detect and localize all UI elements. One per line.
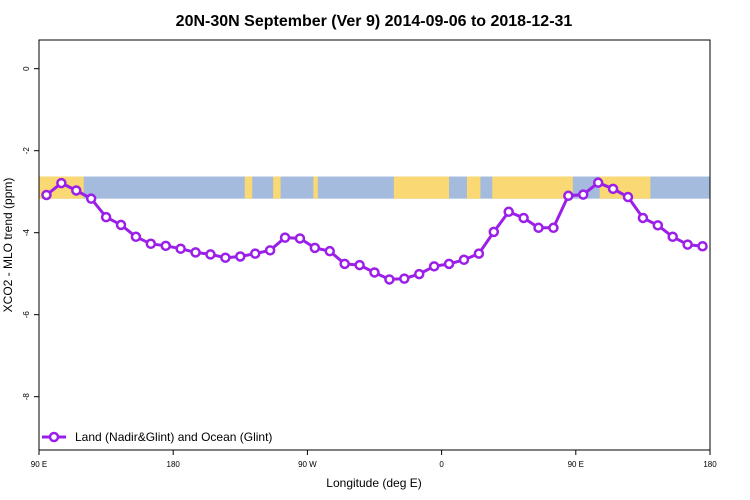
data-point <box>533 222 544 234</box>
land-segment <box>393 176 450 199</box>
land-segment <box>244 176 253 199</box>
data-point <box>488 226 500 238</box>
x-tick-label: 180 <box>167 460 181 469</box>
data-point <box>399 273 410 284</box>
data-point <box>264 245 276 256</box>
data-point <box>443 258 455 270</box>
data-point <box>458 254 470 266</box>
data-point <box>130 231 142 243</box>
data-point <box>249 248 261 259</box>
land-segment <box>273 176 281 199</box>
land-segment <box>466 176 481 199</box>
legend: Land (Nadir&Glint) and Ocean (Glint) <box>42 430 272 444</box>
data-point <box>592 177 604 188</box>
data-point <box>190 247 201 258</box>
data-point <box>175 243 186 254</box>
data-point <box>160 240 171 252</box>
data-point <box>548 222 559 234</box>
data-point <box>309 242 321 254</box>
world-map-strip <box>39 176 710 199</box>
data-point <box>145 238 157 250</box>
data-point <box>607 183 619 195</box>
data-point <box>622 191 634 203</box>
series-layer <box>41 177 708 285</box>
data-point <box>652 220 664 231</box>
x-axis: 90 E 180 90 W 0 90 E 180 <box>31 450 717 469</box>
data-point <box>279 232 291 243</box>
plot-frame <box>38 39 711 451</box>
data-point <box>473 248 485 259</box>
data-point <box>205 249 216 260</box>
data-point <box>428 261 440 272</box>
x-axis-label: Longitude (deg E) <box>326 476 421 490</box>
data-point <box>220 252 231 263</box>
y-tick-label: -4 <box>22 229 31 237</box>
data-point <box>518 212 529 224</box>
x-tick-label: 0 <box>439 460 444 469</box>
y-axis: 0 -2 -4 -6 -8 <box>22 66 39 400</box>
data-point <box>354 259 365 271</box>
data-point <box>503 206 514 218</box>
data-point <box>339 258 350 270</box>
data-point <box>413 268 425 280</box>
data-point <box>578 189 589 200</box>
data-point <box>637 212 649 224</box>
x-tick-label: 90 E <box>31 460 47 469</box>
data-point <box>235 251 246 262</box>
land-segment <box>492 176 573 199</box>
data-point <box>697 240 708 252</box>
y-tick-label: 0 <box>22 66 31 71</box>
data-point <box>41 189 52 201</box>
legend-marker <box>48 431 60 443</box>
data-point <box>563 190 574 202</box>
legend-label: Land (Nadir&Glint) and Ocean (Glint) <box>75 430 272 444</box>
chart-title: 20N-30N September (Ver 9) 2014-09-06 to … <box>176 13 573 30</box>
x-tick-label: 180 <box>703 460 717 469</box>
data-point <box>85 193 97 204</box>
data-point <box>100 211 112 223</box>
data-point <box>324 245 336 257</box>
data-point <box>667 231 678 243</box>
x-tick-label: 90 W <box>298 460 317 469</box>
y-axis-label: XCO2 - MLO trend (ppm) <box>1 178 15 313</box>
data-point <box>384 274 395 285</box>
data-point <box>115 219 127 231</box>
data-point <box>71 185 82 196</box>
x-tick-label: 90 E <box>568 460 584 469</box>
land-segment <box>313 176 318 199</box>
data-point <box>56 177 67 189</box>
data-point <box>369 267 380 278</box>
y-tick-label: -6 <box>22 311 31 319</box>
data-point <box>682 239 693 250</box>
data-point <box>294 233 306 244</box>
y-tick-label: -8 <box>22 393 31 401</box>
y-tick-label: -2 <box>22 147 31 155</box>
